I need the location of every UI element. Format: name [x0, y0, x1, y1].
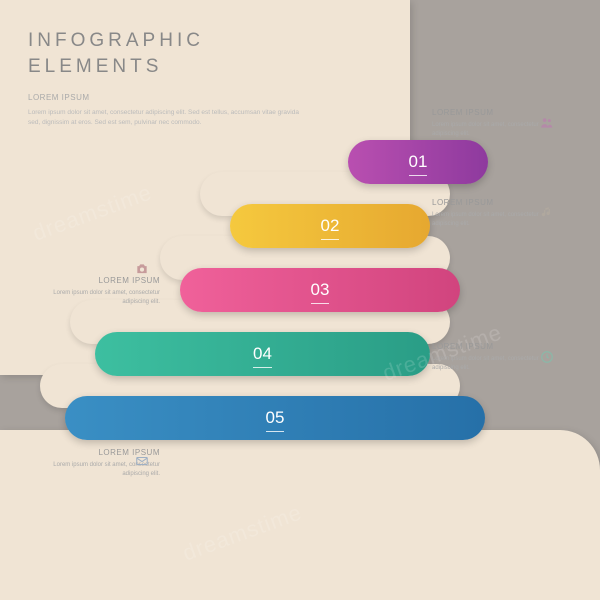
callout-title: LOREM IPSUM: [432, 108, 542, 117]
callout-body: Lorem ipsum dolor sit amet, consectetur …: [50, 289, 160, 307]
callout-body: Lorem ipsum dolor sit amet, consectetur …: [432, 211, 542, 229]
bar-03: 03: [180, 268, 460, 312]
bar-04: 04: [95, 332, 430, 376]
clock-icon: [540, 350, 554, 364]
music-icon: [540, 206, 554, 220]
mail-icon: [135, 454, 149, 468]
bar-number: 01: [409, 152, 428, 172]
callout-title: LOREM IPSUM: [50, 276, 160, 285]
callout-04: LOREM IPSUM Lorem ipsum dolor sit amet, c…: [432, 342, 542, 373]
callout-title: LOREM IPSUM: [432, 342, 542, 351]
bar-01: 01: [348, 140, 488, 184]
bar-number: 02: [321, 216, 340, 236]
subtitle: LOREM IPSUM: [28, 93, 308, 102]
callout-02: LOREM IPSUM Lorem ipsum dolor sit amet, c…: [432, 198, 542, 229]
bar-02: 02: [230, 204, 430, 248]
camera-icon: [135, 262, 149, 276]
title: INFOGRAPHICELEMENTS: [28, 28, 308, 79]
callout-body: Lorem ipsum dolor sit amet, consectetur …: [432, 121, 542, 139]
callout-title: LOREM IPSUM: [432, 198, 542, 207]
bar-number: 05: [266, 408, 285, 428]
bar-05: 05: [65, 396, 485, 440]
callout-01: LOREM IPSUM Lorem ipsum dolor sit amet, c…: [432, 108, 542, 139]
people-icon: [540, 116, 554, 130]
callout-03: LOREM IPSUM Lorem ipsum dolor sit amet, c…: [50, 276, 160, 307]
header: INFOGRAPHICELEMENTS LOREM IPSUM Lorem ip…: [28, 28, 308, 128]
bar-number: 03: [311, 280, 330, 300]
bar-number: 04: [253, 344, 272, 364]
callout-body: Lorem ipsum dolor sit amet, consectetur …: [432, 355, 542, 373]
intro-body: Lorem ipsum dolor sit amet, consectetur …: [28, 108, 308, 128]
